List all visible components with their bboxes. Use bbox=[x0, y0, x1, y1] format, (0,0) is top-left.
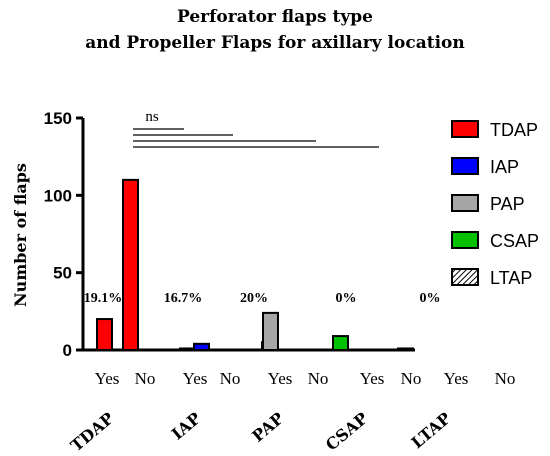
significance-brackets: ns bbox=[133, 109, 379, 148]
significance-label: ns bbox=[145, 109, 159, 125]
percent-label: 0% bbox=[336, 291, 357, 306]
legend-label-tdap: TDAP bbox=[490, 120, 538, 140]
x-tick-label-yes: Yes bbox=[360, 369, 385, 388]
x-tick-label-yes: Yes bbox=[444, 369, 469, 388]
x-tick-label-no: No bbox=[308, 369, 329, 388]
bar-pap-no bbox=[262, 311, 279, 352]
bar-tdap-no bbox=[122, 178, 139, 351]
legend-swatch-iap bbox=[451, 157, 479, 175]
group-label-ltap: LTAP bbox=[408, 409, 455, 453]
chart-title-line1: Perforator flaps type bbox=[177, 7, 373, 27]
bar-ltap-no bbox=[397, 347, 414, 352]
group-label-iap: IAP bbox=[168, 409, 205, 444]
y-tick-label: 150 bbox=[44, 109, 72, 128]
group-label-csap: CSAP bbox=[322, 409, 372, 455]
x-tick-label-yes: Yes bbox=[183, 369, 208, 388]
legend-label-pap: PAP bbox=[490, 194, 525, 214]
bars bbox=[96, 178, 414, 352]
legend-label-ltap: LTAP bbox=[490, 268, 532, 288]
legend-label-iap: IAP bbox=[490, 157, 519, 177]
bar-iap-no bbox=[193, 342, 210, 351]
legend-swatch-ltap bbox=[451, 268, 479, 286]
x-tick-label-no: No bbox=[135, 369, 156, 388]
legend-swatch-pap bbox=[451, 194, 479, 212]
bar-csap-no bbox=[332, 335, 349, 351]
y-tick-label: 0 bbox=[63, 341, 72, 360]
bar-tdap-yes bbox=[96, 318, 113, 352]
x-tick-label-no: No bbox=[495, 369, 516, 388]
group-label-tdap: TDAP bbox=[67, 409, 118, 456]
y-tick-label: 100 bbox=[44, 186, 72, 205]
percent-label: 20% bbox=[240, 291, 268, 306]
percent-label: 16.7% bbox=[164, 291, 203, 306]
group-label-pap: PAP bbox=[248, 409, 287, 446]
x-tick-label-yes: Yes bbox=[268, 369, 293, 388]
legend-swatch-csap bbox=[451, 231, 479, 249]
legend-label-csap: CSAP bbox=[490, 231, 539, 251]
y-tick-label: 50 bbox=[53, 264, 72, 283]
bar-iap-yes bbox=[179, 347, 196, 352]
percent-label: 19.1% bbox=[84, 291, 123, 306]
x-tick-label-no: No bbox=[220, 369, 241, 388]
chart-title-line2: and Propeller Flaps for axillary locatio… bbox=[85, 33, 464, 53]
x-tick-label-no: No bbox=[401, 369, 422, 388]
legend-swatch-tdap bbox=[451, 120, 479, 138]
y-axis-label: Number of flaps bbox=[11, 163, 30, 307]
legend: TDAP IAP PAP CSAP LTAP bbox=[451, 120, 539, 288]
x-tick-label-yes: Yes bbox=[95, 369, 120, 388]
percent-label: 0% bbox=[420, 291, 441, 306]
